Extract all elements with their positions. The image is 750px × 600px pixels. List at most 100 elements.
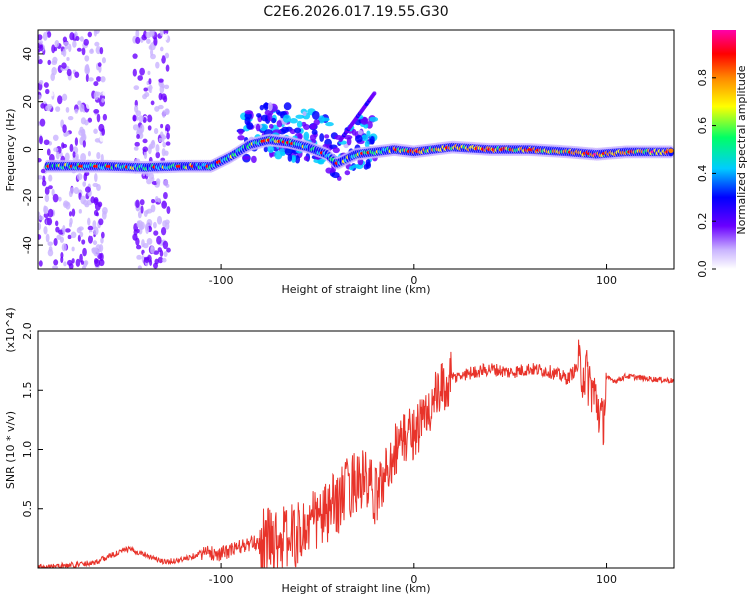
spectrogram-cell: [153, 128, 159, 135]
spectrogram-cell: [134, 141, 140, 147]
spectrogram-cell: [295, 114, 305, 119]
spectrogram-cell: [43, 226, 48, 235]
spectrogram-cell: [145, 31, 152, 39]
spectrogram-cell: [54, 40, 60, 48]
spectrogram-cell: [46, 104, 53, 110]
spectrogram-y-tick-label: 0: [21, 146, 34, 153]
spectrogram-cell: [55, 220, 59, 227]
spectrogram-cell: [93, 109, 100, 114]
spectrogram-cell: [38, 222, 42, 231]
spectrogram-cell: [151, 177, 155, 182]
spectrogram-x-tick-label: 0: [410, 274, 417, 287]
colorbar: 0.0 0.2 0.4 0.6 0.8 Normalized spectral ampl…: [696, 30, 748, 278]
spectrogram-cell: [64, 44, 69, 50]
spectrogram-cell: [132, 53, 138, 59]
spectrogram-cell: [84, 55, 90, 62]
spectrogram-cell: [93, 226, 99, 236]
spectrogram-cell: [66, 57, 70, 62]
spectrogram-cell: [96, 76, 102, 82]
spectrogram-cell: [38, 121, 41, 126]
spectrogram-cell: [155, 143, 160, 153]
spectrogram-cell: [161, 55, 166, 64]
spectrogram-cell: [313, 119, 320, 126]
spectrogram-x-tick-label: -100: [209, 274, 234, 287]
spectrogram-cell: [95, 244, 102, 254]
spectrogram-cell: [53, 147, 59, 152]
spectrogram-cell: [87, 150, 91, 157]
spectrogram-cell: [156, 235, 162, 245]
spectrogram-cell: [150, 100, 155, 106]
spectrogram-cell: [136, 244, 142, 250]
spectrogram-cell: [99, 46, 104, 55]
spectrogram-cell: [154, 196, 159, 203]
spectrogram-cell: [157, 247, 162, 253]
spectrogram-cell: [309, 123, 317, 130]
spectrogram-y-tick-label: -40: [21, 236, 34, 254]
spectrogram-cell: [156, 178, 161, 185]
spectrogram-cell: [263, 146, 269, 153]
spectrogram-cell: [102, 113, 108, 121]
spectrogram-cell: [81, 47, 86, 56]
spectrogram-cell: [46, 148, 51, 156]
spectrogram-cell: [69, 133, 74, 140]
spectrogram-cell: [151, 199, 156, 204]
spectrogram-cell: [156, 215, 163, 225]
spectrogram-cell: [43, 212, 50, 219]
spectrogram-x-tick-label: 100: [596, 274, 617, 287]
spectrogram-cell: [83, 38, 89, 46]
spectrogram-cell: [267, 102, 273, 112]
spectrogram-cell: [161, 133, 165, 143]
spectrogram-cell: [71, 208, 76, 217]
spectrogram-cell: [302, 111, 307, 117]
spectrogram-cell: [267, 112, 273, 122]
spectrogram-cell: [96, 183, 101, 191]
spectrogram-cell: [369, 116, 379, 122]
spectrogram-cell: [352, 164, 360, 169]
spectrogram-cell: [146, 38, 151, 44]
spectrogram-cell: [142, 146, 149, 153]
spectrogram-cell: [301, 121, 307, 127]
spectrogram-cell: [164, 52, 170, 59]
spectrogram-cell: [45, 233, 50, 243]
spectrogram-cell: [67, 116, 74, 121]
spectrogram-cell: [137, 211, 142, 219]
spectrogram-cell: [148, 45, 153, 50]
spectrogram-cell: [84, 203, 90, 208]
spectrogram-cell: [75, 258, 81, 267]
spectrogram-cell: [668, 148, 674, 153]
spectrogram-cell: [139, 67, 145, 76]
spectrogram-cell: [163, 191, 168, 200]
spectrogram-cell: [268, 123, 274, 129]
spectrogram-cell: [93, 128, 98, 134]
spectrogram-cell: [157, 256, 164, 264]
spectrogram-cell: [135, 237, 140, 246]
spectrogram-cell: [88, 232, 94, 237]
spectrogram-cell: [324, 134, 330, 139]
snr-panel: -100 0 100 0.5 1.0 1.5 2.0 Height of straight…: [4, 307, 675, 595]
spectrogram-cell: [159, 84, 165, 94]
spectrogram-cell: [162, 141, 167, 148]
spectrogram-cell: [311, 129, 318, 135]
spectrogram-cell: [246, 122, 254, 130]
spectrogram-cell: [80, 152, 87, 162]
spectrogram-cell: [76, 173, 83, 181]
spectrogram-cell: [87, 117, 93, 123]
spectrogram-cell: [289, 118, 298, 124]
spectrogram-cell: [101, 206, 108, 215]
spectrogram-cell: [38, 260, 43, 267]
snr-y-label: SNR (10 * v/v): [4, 411, 17, 489]
spectrogram-cell: [98, 259, 105, 267]
spectrogram-cell: [69, 143, 74, 153]
spectrogram-cell: [138, 115, 144, 123]
spectrogram-cell: [38, 80, 44, 85]
spectrogram-cell: [274, 150, 283, 160]
spectrogram-cell: [144, 257, 150, 263]
spectrogram-cell: [62, 124, 67, 133]
spectrogram-cell: [85, 74, 89, 82]
spectrogram-cell: [365, 158, 371, 167]
snr-y-tick-label: 1.0: [21, 441, 34, 459]
spectrogram-cell: [162, 220, 167, 228]
spectrogram-cell: [74, 137, 79, 146]
spectrogram-y-tick-label: 40: [21, 47, 34, 61]
spectrogram-cell: [142, 243, 149, 249]
